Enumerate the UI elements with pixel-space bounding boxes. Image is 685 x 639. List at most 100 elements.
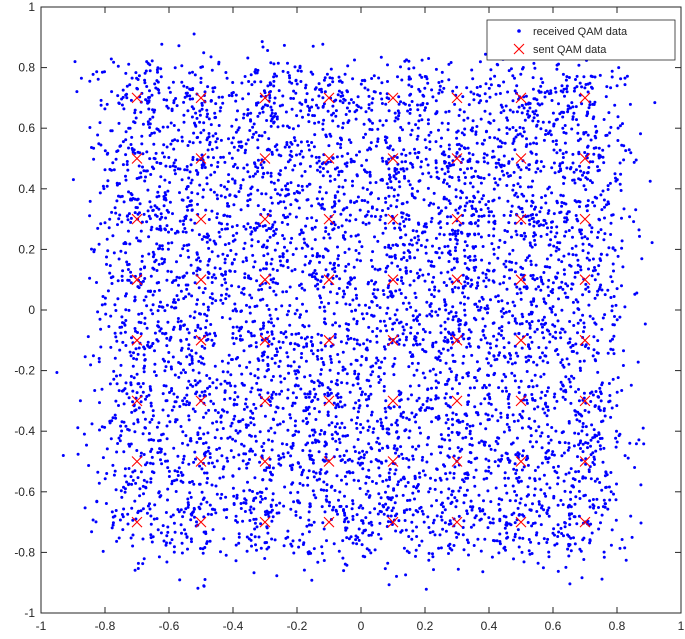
received-point [346,64,350,68]
received-point [267,398,271,402]
received-point [193,73,197,77]
received-point [587,346,590,350]
received-point [449,346,453,350]
received-point [443,245,447,249]
received-point [574,470,578,474]
received-point [249,409,253,413]
received-point [141,432,145,436]
received-point [226,436,230,440]
received-point [327,423,331,427]
received-point [187,343,191,347]
received-point [413,335,417,339]
received-point [542,537,546,541]
received-point [428,531,432,535]
received-point [569,536,573,540]
received-point [151,115,155,119]
received-point [426,396,430,400]
received-point [508,252,512,256]
received-point [325,539,328,543]
received-point [561,194,565,198]
received-point [516,133,520,137]
received-point [192,460,196,464]
received-point [351,541,355,545]
received-point [165,98,169,102]
received-point [212,402,215,406]
received-point [184,434,188,438]
received-point [405,322,409,326]
received-point [430,314,434,318]
received-point [139,470,143,474]
received-point [346,152,350,156]
received-point [359,259,362,263]
received-point [378,474,382,478]
received-point [292,360,296,364]
received-point [484,457,488,461]
received-point [271,267,275,271]
received-point [237,190,241,194]
received-point [475,86,479,89]
received-point [354,401,358,405]
received-point [546,132,550,136]
received-point [171,513,175,517]
received-point [368,170,372,174]
received-point [276,282,280,286]
received-point [169,270,173,274]
received-point [489,471,493,475]
received-point [639,483,643,487]
received-point [328,500,331,504]
received-point [414,420,418,424]
received-point [298,516,302,520]
received-point [310,204,314,208]
received-point [304,443,308,447]
received-point [603,414,607,418]
received-point [108,271,112,275]
received-point [205,176,209,180]
received-point [540,196,544,199]
received-point [217,95,221,99]
received-point [331,104,335,108]
received-point [298,501,302,505]
received-point [185,271,189,275]
received-point [556,569,560,573]
received-point [414,548,418,552]
received-point [244,501,248,505]
received-point [432,295,436,299]
received-point [340,224,344,228]
received-point [328,76,332,80]
received-point [304,86,307,90]
received-point [185,287,189,291]
received-point [625,74,629,78]
received-point [570,246,574,250]
received-point [407,67,411,71]
received-point [534,136,538,140]
received-point [484,412,488,416]
received-point [190,480,194,483]
received-point [604,502,607,506]
received-point [145,395,149,398]
received-point [566,284,570,288]
received-point [109,129,113,133]
received-point [328,179,332,183]
received-point [580,102,584,106]
received-point [538,210,542,214]
received-point [586,285,590,289]
received-point [279,456,283,460]
received-point [565,90,569,94]
received-point [481,245,485,248]
received-point [281,94,285,98]
received-point [455,373,459,377]
received-point [504,310,508,314]
received-point [390,261,394,265]
received-point [158,161,162,165]
received-point [465,244,469,248]
received-point [411,314,415,318]
received-point [149,173,153,176]
received-point [217,221,221,225]
received-point [110,510,114,514]
received-point [374,458,378,461]
received-point [413,497,416,501]
received-point [470,508,474,512]
received-point [540,446,544,450]
received-point [566,448,570,452]
received-point [483,152,486,156]
